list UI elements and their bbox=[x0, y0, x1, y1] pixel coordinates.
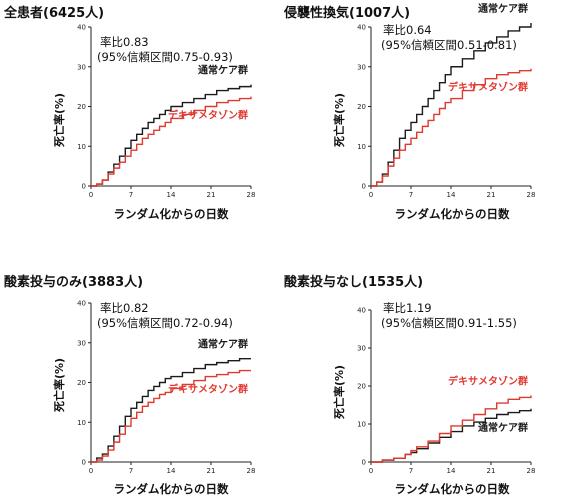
series-line-dexamethasone bbox=[371, 68, 532, 187]
legend-label-usual-care: 通常ケア群 bbox=[478, 421, 528, 434]
x-tick-label: 21 bbox=[487, 191, 496, 199]
legend-label-dexamethasone: デキサメタゾン群 bbox=[168, 383, 248, 396]
y-tick-label: 30 bbox=[357, 345, 366, 353]
legend-label-dexamethasone: デキサメタゾン群 bbox=[168, 109, 248, 122]
panel-title: 酸素投与なし(1535人) bbox=[284, 274, 423, 290]
y-tick-label: 0 bbox=[362, 183, 366, 191]
y-tick-label: 40 bbox=[357, 307, 366, 315]
x-tick-label: 28 bbox=[247, 467, 256, 475]
panel-invasive-ventilation: 侵襲性換気(1007人) 率比0.64 (95%信頼区間0.51-0.81) 死… bbox=[283, 2, 535, 221]
plot-area: 0 10 20 30 40 0 7 14 21 28 通常ケア群 デキサメタゾン群 bbox=[357, 307, 535, 476]
y-tick-label: 30 bbox=[77, 339, 86, 347]
y-axis-label: 死亡率(%) bbox=[52, 93, 66, 147]
y-tick-label: 40 bbox=[77, 24, 86, 32]
y-tick-label: 10 bbox=[77, 143, 86, 151]
y-axis-label: 死亡率(%) bbox=[332, 365, 346, 419]
rate-ratio: 率比1.19 bbox=[383, 301, 432, 315]
confidence-interval: (95%信頼区間0.51-0.81) bbox=[381, 38, 517, 52]
x-tick-label: 7 bbox=[409, 191, 413, 199]
legend-label-usual-care: 通常ケア群 bbox=[198, 338, 248, 351]
panel-all-patients: 全患者(6425人) 率比0.83 (95%信頼区間0.75-0.93) 死亡率… bbox=[3, 5, 255, 221]
x-tick-label: 14 bbox=[447, 191, 456, 199]
x-tick-label: 28 bbox=[527, 467, 536, 475]
y-tick-label: 0 bbox=[362, 459, 366, 467]
x-tick-label: 21 bbox=[207, 467, 216, 475]
confidence-interval: (95%信頼区間0.72-0.94) bbox=[97, 316, 233, 330]
y-tick-label: 10 bbox=[357, 421, 366, 429]
series-line-dexamethasone bbox=[91, 96, 252, 187]
series-line-usual-care bbox=[371, 408, 532, 463]
series-line-usual-care bbox=[91, 84, 252, 187]
legend-label-dexamethasone: デキサメタゾン群 bbox=[448, 375, 528, 388]
x-tick-label: 0 bbox=[369, 191, 373, 199]
y-tick-label: 30 bbox=[357, 63, 366, 71]
y-tick-label: 10 bbox=[357, 143, 366, 151]
x-axis-label: ランダム化からの日数 bbox=[114, 207, 229, 221]
confidence-interval: (95%信頼区間0.75-0.93) bbox=[97, 50, 233, 64]
x-axis-label: ランダム化からの日数 bbox=[395, 207, 510, 221]
x-tick-label: 28 bbox=[527, 191, 536, 199]
series-line-usual-care bbox=[91, 357, 251, 463]
x-tick-label: 14 bbox=[167, 191, 176, 199]
legend-label-usual-care: 通常ケア群 bbox=[478, 2, 528, 15]
y-tick-label: 0 bbox=[82, 183, 86, 191]
x-tick-label: 28 bbox=[247, 191, 256, 199]
x-tick-label: 21 bbox=[487, 467, 496, 475]
panel-title: 侵襲性換気(1007人) bbox=[283, 5, 410, 21]
x-axis-label: ランダム化からの日数 bbox=[395, 482, 510, 496]
panel-title: 酸素投与のみ(3883人) bbox=[4, 274, 143, 290]
x-tick-label: 0 bbox=[89, 191, 93, 199]
panel-no-oxygen: 酸素投与なし(1535人) 率比1.19 (95%信頼区間0.91-1.55) … bbox=[284, 274, 535, 496]
x-tick-label: 7 bbox=[129, 191, 133, 199]
y-axis-label: 死亡率(%) bbox=[52, 358, 66, 412]
x-tick-label: 0 bbox=[89, 467, 93, 475]
x-tick-label: 14 bbox=[167, 467, 176, 475]
x-axis-label: ランダム化からの日数 bbox=[114, 482, 229, 496]
x-tick-label: 7 bbox=[129, 467, 133, 475]
y-tick-label: 20 bbox=[357, 383, 366, 391]
y-tick-label: 20 bbox=[357, 103, 366, 111]
series-line-dexamethasone bbox=[91, 369, 251, 463]
y-tick-label: 40 bbox=[357, 24, 366, 32]
panel-oxygen-only: 酸素投与のみ(3883人) 率比0.82 (95%信頼区間0.72-0.94) … bbox=[4, 274, 255, 496]
panel-title: 全患者(6425人) bbox=[3, 5, 104, 21]
y-tick-label: 20 bbox=[77, 379, 86, 387]
confidence-interval: (95%信頼区間0.91-1.55) bbox=[381, 316, 517, 330]
rate-ratio: 率比0.64 bbox=[383, 23, 432, 37]
y-tick-label: 40 bbox=[77, 300, 86, 308]
rate-ratio: 率比0.82 bbox=[100, 301, 149, 315]
y-tick-label: 10 bbox=[77, 419, 86, 427]
legend-label-usual-care: 通常ケア群 bbox=[198, 64, 248, 77]
x-tick-label: 0 bbox=[369, 467, 373, 475]
x-tick-label: 14 bbox=[447, 467, 456, 475]
series-line-dexamethasone bbox=[371, 395, 532, 463]
y-tick-label: 0 bbox=[82, 459, 86, 467]
y-tick-label: 20 bbox=[77, 103, 86, 111]
y-tick-label: 30 bbox=[77, 63, 86, 71]
y-axis-label: 死亡率(%) bbox=[332, 93, 346, 147]
x-tick-label: 21 bbox=[207, 191, 216, 199]
x-tick-label: 7 bbox=[409, 467, 413, 475]
rate-ratio: 率比0.83 bbox=[100, 35, 149, 49]
legend-label-dexamethasone: デキサメタゾン群 bbox=[448, 81, 528, 94]
